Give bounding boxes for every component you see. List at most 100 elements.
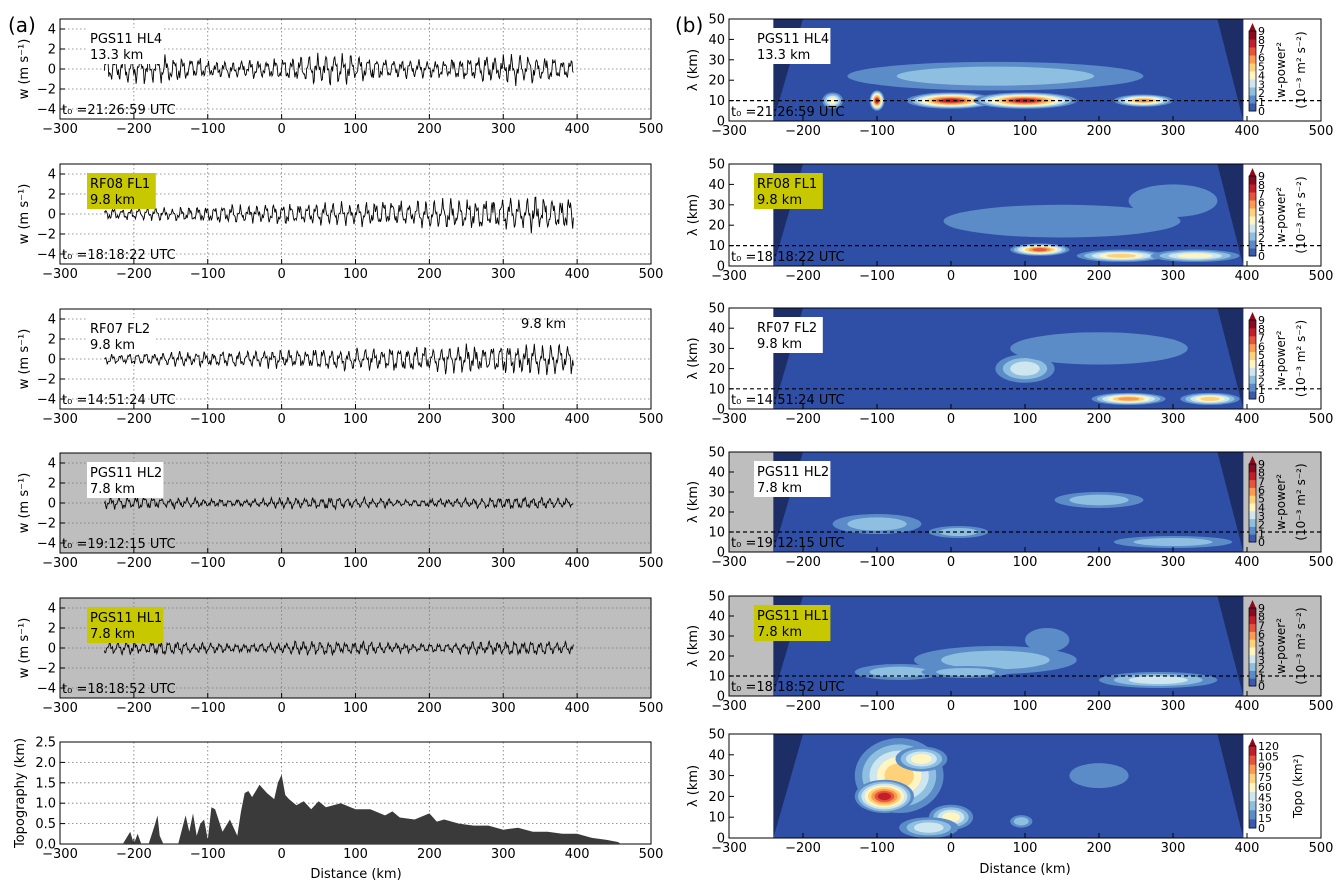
y-tick-label: −2 [37, 517, 56, 532]
x-tick-label: 0 [947, 699, 955, 714]
colorbar-segment [1249, 95, 1256, 104]
y-tick-label: 1.0 [35, 797, 56, 812]
flight-altitude: 7.8 km [757, 625, 802, 640]
lambda-axis-label: λ (km) [686, 481, 701, 523]
cone-of-influence-left [773, 734, 803, 838]
x-tick-label: −200 [116, 556, 152, 571]
power-region [1069, 494, 1129, 506]
x-tick-label: 100 [343, 847, 368, 862]
colorbar-segment [1249, 375, 1256, 384]
colorbar-segment [1249, 31, 1256, 40]
x-tick-label: −100 [190, 556, 226, 571]
colorbar-tick-label: 0 [1258, 822, 1265, 835]
colorbar-extend-arrow [1249, 738, 1256, 746]
colorbar-segment [1249, 764, 1256, 774]
y-tick-label: 30 [708, 53, 725, 68]
flight-altitude: 7.8 km [90, 482, 135, 497]
colorbar-segment [1249, 240, 1256, 249]
colorbar-tick-label: 4 [1258, 69, 1265, 82]
x-tick-label: 300 [1161, 412, 1186, 427]
cone-of-influence-right [1217, 596, 1244, 696]
right-panel-1: −300 −200 −100 0 100 200 300 400 50050403020100λ… [686, 158, 1333, 285]
y-tick-label: 10 [708, 811, 725, 826]
y-tick-label: 0 [48, 497, 56, 512]
colorbar-tick-label: 5 [1258, 493, 1265, 506]
x-tick-label: 300 [491, 556, 516, 571]
colorbar-segment [1249, 87, 1256, 96]
x-tick-label: 400 [565, 122, 590, 137]
colorbar-segment [1249, 327, 1256, 337]
colorbar-frame [1248, 175, 1257, 257]
t0-label: t₀ =19:12:15 UTC [731, 536, 845, 551]
colorbar-tick-label: 2 [1258, 663, 1265, 676]
y-tick-label: 4 [48, 602, 56, 617]
y-tick-label: −2 [37, 228, 56, 243]
power-region [1128, 184, 1218, 218]
y-tick-label: 0 [717, 260, 725, 275]
colorbar-segment [1249, 391, 1256, 400]
x-tick-label: 400 [565, 412, 590, 427]
flight-label-box [754, 461, 831, 497]
flight-name: PGS11 HL4 [757, 32, 829, 47]
y-tick-label: −2 [37, 662, 56, 677]
x-tick-label: 300 [1161, 269, 1186, 284]
colorbar-tick-label: 2 [1258, 87, 1265, 100]
wavelet-background [773, 734, 1244, 838]
lambda-axis-label: λ (km) [686, 765, 701, 807]
power-region [1010, 332, 1188, 365]
power-region [943, 204, 1181, 238]
colorbar-tick-label: 4 [1258, 358, 1265, 371]
colorbar-segment [1249, 623, 1256, 632]
x-tick-label: 0 [947, 124, 955, 139]
x-tick-label: −200 [116, 847, 152, 862]
x-tick-label: 500 [1309, 412, 1334, 427]
y-tick-label: 0 [48, 63, 56, 78]
colorbar-extend-arrow [1249, 600, 1256, 608]
left-axes-4: −300 −200 −100 0 100 200 300 400 500 4 2 0 −2 −4 PGS11… [17, 597, 664, 716]
t0-label: t₀ =21:26:59 UTC [731, 105, 845, 120]
x-tick-label: 200 [1087, 841, 1112, 856]
flight-label-box [87, 318, 156, 354]
colorbar-frame [1248, 745, 1257, 829]
x-tick-label: −100 [190, 412, 226, 427]
y-tick-label: 50 [708, 158, 725, 173]
colorbar-unit: (10⁻³ m² s⁻²) [1294, 176, 1308, 253]
x-tick-label: 500 [639, 701, 664, 716]
t0-label: t₀ =18:18:22 UTC [62, 248, 176, 263]
x-tick-label: 200 [417, 847, 442, 862]
colorbar-tick-label: 0 [1258, 536, 1265, 549]
colorbar-segment [1249, 479, 1256, 488]
y-tick-label: 2.0 [35, 756, 56, 771]
x-tick-label: 400 [1235, 269, 1260, 284]
y-tick-label: 40 [708, 610, 725, 625]
y-tick-label: 20 [708, 506, 725, 521]
t0-label: t₀ =18:18:52 UTC [731, 680, 845, 695]
colorbar-segment [1249, 351, 1256, 360]
colorbar-tick-label: 1 [1258, 384, 1265, 397]
y-tick-label: 20 [708, 219, 725, 234]
left-axes-5: −300 −200 −100 0 100 200 300 400 500 2.5 2.0 1.5 1.0… [13, 736, 663, 863]
w-series-line [104, 343, 574, 376]
w-series-line [103, 495, 574, 511]
colorbar-tick-label: 1 [1258, 671, 1265, 684]
y-tick-label: 0 [48, 353, 56, 368]
colorbar-segment [1249, 464, 1256, 473]
y-tick-label: 0.0 [35, 838, 56, 853]
t0-label: t₀ =18:18:52 UTC [62, 682, 176, 697]
colorbar-segment [1249, 800, 1256, 811]
flight-label-box [754, 317, 823, 353]
flight-altitude: 7.8 km [90, 627, 135, 642]
x-tick-label: 500 [639, 122, 664, 137]
flight-name: PGS11 HL1 [90, 611, 162, 626]
y-tick-label: 0 [717, 832, 725, 847]
x-tick-label: 400 [565, 267, 590, 282]
y-tick-label: 20 [708, 74, 725, 89]
x-tick-label: 300 [491, 701, 516, 716]
x-tick-label: 400 [1235, 841, 1260, 856]
colorbar-segment [1249, 662, 1256, 671]
colorbar-segment [1249, 615, 1256, 625]
power-region [1106, 253, 1136, 258]
x-tick-label: 0 [277, 122, 285, 137]
